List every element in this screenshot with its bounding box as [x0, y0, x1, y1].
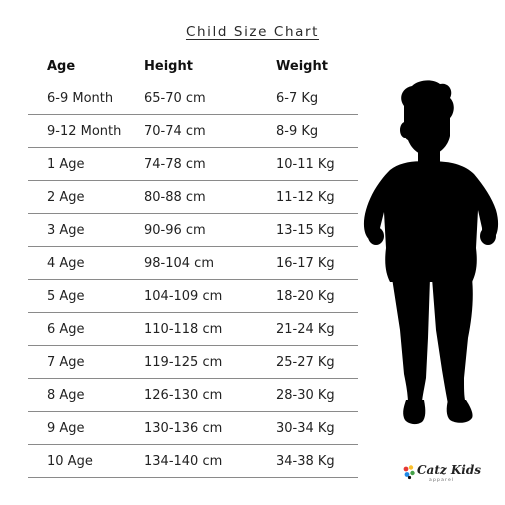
- cell-age: 8 Age: [47, 387, 85, 403]
- paint-dots-icon: [403, 465, 415, 480]
- logo-subtitle: apparel: [429, 478, 455, 483]
- cell-weight: 18-20 Kg: [276, 288, 335, 304]
- header-weight: Weight: [276, 58, 328, 74]
- table-row: 9-12 Month 70-74 cm 8-9 Kg: [28, 115, 358, 148]
- cell-age: 9 Age: [47, 420, 85, 436]
- child-silhouette-icon: [363, 80, 499, 425]
- header-height: Height: [144, 58, 193, 74]
- cell-weight: 11-12 Kg: [276, 189, 335, 205]
- cell-height: 80-88 cm: [144, 189, 206, 205]
- cell-weight: 10-11 Kg: [276, 156, 335, 172]
- chart-title: Child Size Chart: [185, 24, 320, 40]
- table-row: 10 Age 134-140 cm 34-38 Kg: [28, 445, 358, 478]
- cell-height: 134-140 cm: [144, 453, 223, 469]
- cell-age: 3 Age: [47, 222, 85, 238]
- table-row: 6-9 Month 65-70 cm 6-7 Kg: [28, 82, 358, 115]
- cell-age: 6 Age: [47, 321, 85, 337]
- logo-name: Catz Kids: [417, 463, 481, 477]
- cell-weight: 30-34 Kg: [276, 420, 335, 436]
- cell-weight: 16-17 Kg: [276, 255, 335, 271]
- cell-age: 6-9 Month: [47, 90, 114, 106]
- cell-age: 9-12 Month: [47, 123, 122, 139]
- table-row: 9 Age 130-136 cm 30-34 Kg: [28, 412, 358, 445]
- cell-height: 70-74 cm: [144, 123, 206, 139]
- cell-height: 130-136 cm: [144, 420, 223, 436]
- cell-weight: 13-15 Kg: [276, 222, 335, 238]
- cell-height: 74-78 cm: [144, 156, 206, 172]
- cell-weight: 21-24 Kg: [276, 321, 335, 337]
- cell-height: 98-104 cm: [144, 255, 214, 271]
- table-row: 5 Age 104-109 cm 18-20 Kg: [28, 280, 358, 313]
- table-row: 8 Age 126-130 cm 28-30 Kg: [28, 379, 358, 412]
- table-header: Age Height Weight: [28, 50, 358, 82]
- table-row: 1 Age 74-78 cm 10-11 Kg: [28, 148, 358, 181]
- cell-age: 1 Age: [47, 156, 85, 172]
- cell-weight: 8-9 Kg: [276, 123, 319, 139]
- cell-age: 10 Age: [47, 453, 93, 469]
- cell-age: 5 Age: [47, 288, 85, 304]
- cell-age: 7 Age: [47, 354, 85, 370]
- cell-height: 119-125 cm: [144, 354, 223, 370]
- table-row: 6 Age 110-118 cm 21-24 Kg: [28, 313, 358, 346]
- cell-age: 2 Age: [47, 189, 85, 205]
- table-row: 3 Age 90-96 cm 13-15 Kg: [28, 214, 358, 247]
- cell-weight: 6-7 Kg: [276, 90, 319, 106]
- cell-height: 90-96 cm: [144, 222, 206, 238]
- cell-height: 104-109 cm: [144, 288, 223, 304]
- table-row: 7 Age 119-125 cm 25-27 Kg: [28, 346, 358, 379]
- table-row: 2 Age 80-88 cm 11-12 Kg: [28, 181, 358, 214]
- cell-height: 110-118 cm: [144, 321, 223, 337]
- cell-age: 4 Age: [47, 255, 85, 271]
- cell-weight: 25-27 Kg: [276, 354, 335, 370]
- cell-height: 65-70 cm: [144, 90, 206, 106]
- brand-logo: Catz Kids apparel: [402, 462, 492, 484]
- cell-weight: 34-38 Kg: [276, 453, 335, 469]
- size-table: Age Height Weight 6-9 Month 65-70 cm 6-7 K…: [28, 50, 358, 478]
- cell-height: 126-130 cm: [144, 387, 223, 403]
- cell-weight: 28-30 Kg: [276, 387, 335, 403]
- table-row: 4 Age 98-104 cm 16-17 Kg: [28, 247, 358, 280]
- header-age: Age: [47, 58, 76, 74]
